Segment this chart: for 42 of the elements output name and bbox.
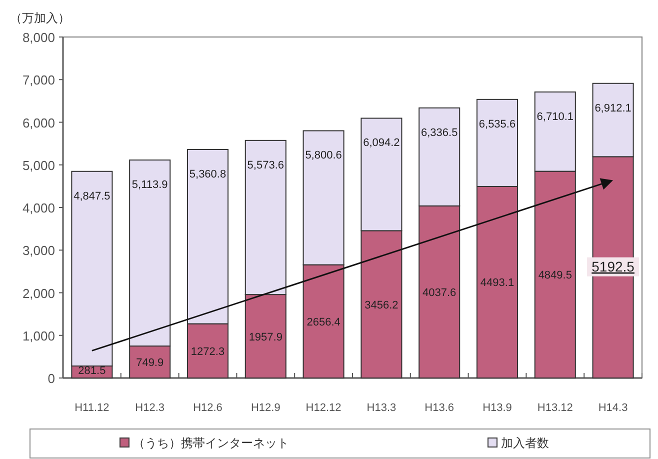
- data-label: 1272.3: [190, 346, 225, 358]
- y-tick-label: 3,000: [22, 243, 55, 258]
- y-tick-label: 4,000: [22, 200, 55, 216]
- y-tick-label: 2,000: [22, 286, 55, 301]
- total-label: 6,710.1: [536, 110, 574, 123]
- x-tick-label: H12.3: [135, 402, 165, 414]
- y-tick-label: 0: [48, 371, 55, 386]
- x-tick-label: H11.12: [74, 402, 110, 414]
- x-tick-label: H13.6: [424, 402, 454, 414]
- data-label: 5192.5: [592, 258, 635, 274]
- total-label: 4,847.5: [74, 190, 110, 202]
- total-label: 6,336.5: [421, 126, 458, 139]
- x-tick-label: H13.9: [482, 402, 512, 414]
- y-axis-title: （万加入）: [10, 11, 70, 25]
- x-tick-label: H13.3: [366, 402, 396, 414]
- legend-label: （うち）携帯インターネット: [133, 436, 289, 450]
- data-label: 4037.6: [422, 286, 456, 299]
- y-tick-label: 1,000: [22, 328, 55, 344]
- legend-label: 加入者数: [501, 436, 549, 450]
- y-tick-label: 8,000: [22, 30, 55, 45]
- total-label: 6,912.1: [594, 102, 632, 114]
- x-tick-label: H14.3: [598, 402, 628, 414]
- y-tick-label: 5,000: [22, 158, 55, 173]
- data-label: 3456.2: [364, 299, 398, 312]
- data-label: 1957.9: [248, 331, 282, 344]
- data-label: 749.9: [136, 357, 164, 370]
- total-label: 5,360.8: [189, 168, 226, 180]
- y-tick-label: 7,000: [22, 72, 55, 88]
- total-label: 5,113.9: [132, 179, 168, 192]
- y-tick-label: 6,000: [22, 115, 55, 130]
- total-label: 6,094.2: [363, 137, 400, 150]
- x-tick-label: H12.6: [193, 402, 222, 414]
- data-label: 4493.1: [480, 277, 514, 290]
- total-label: 5,800.6: [305, 150, 342, 162]
- x-tick-label: H12.12: [306, 402, 342, 414]
- total-label: 6,535.6: [478, 118, 516, 130]
- data-label: 4849.5: [538, 270, 572, 282]
- data-label: 281.5: [78, 365, 106, 377]
- total-label: 5,573.6: [247, 159, 284, 172]
- x-tick-label: H12.9: [250, 402, 280, 414]
- data-label: 2656.4: [306, 316, 340, 328]
- x-tick-label: H13.12: [537, 402, 573, 414]
